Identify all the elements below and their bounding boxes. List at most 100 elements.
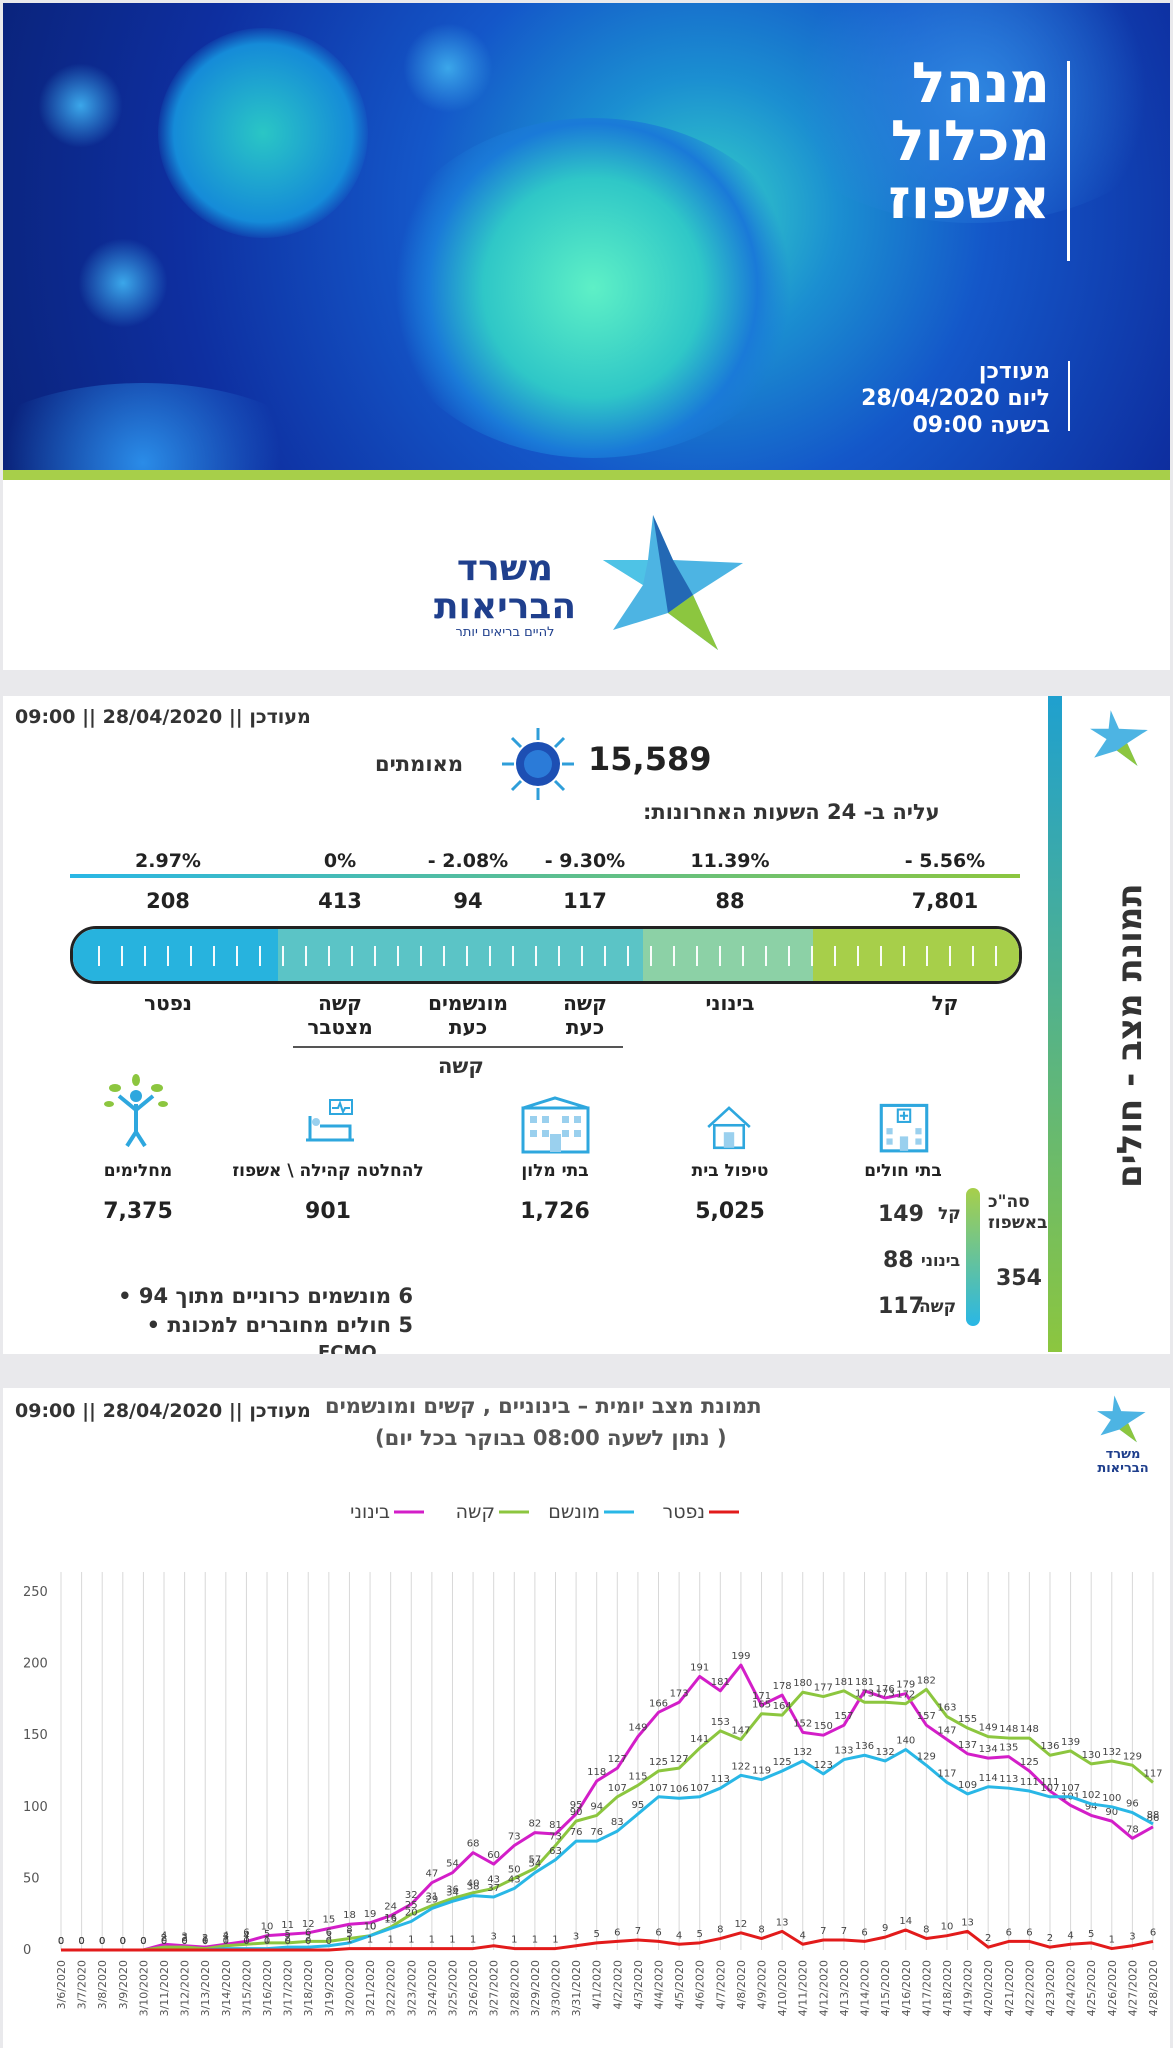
y-tick-label: 250 <box>23 1585 48 1600</box>
data-label: 6 <box>861 1927 867 1938</box>
series-line <box>61 1687 1154 1952</box>
data-label: 13 <box>961 1917 974 1928</box>
hospital-gauge <box>966 1188 980 1326</box>
data-label: 135 <box>999 1743 1018 1754</box>
hospital-total-label: סה"כ באשפוז <box>988 1192 1048 1233</box>
x-tick-label: 4/1/2020 <box>591 1960 604 2009</box>
data-label: 0 <box>58 1936 64 1947</box>
data-label: 0 <box>58 1936 64 1947</box>
data-label: 129 <box>917 1751 936 1762</box>
data-label: 164 <box>773 1701 792 1712</box>
x-tick-label: 3/30/2020 <box>549 1960 562 2016</box>
ministry-name: משרד הבריאות <box>430 550 580 626</box>
data-label: 0 <box>161 1936 167 1947</box>
pct-severe-cumulative: 0% <box>323 850 357 872</box>
data-label: 1 <box>532 1935 538 1946</box>
place-value-home-care: 5,025 <box>695 1199 765 1224</box>
data-label: 19 <box>364 1909 377 1920</box>
x-tick-label: 4/8/2020 <box>735 1960 748 2009</box>
data-label: 24 <box>384 1902 397 1913</box>
data-label: 149 <box>979 1723 998 1734</box>
data-label: 73 <box>508 1831 521 1842</box>
hospital-severe-label: קשה <box>919 1297 957 1317</box>
data-label: 90 <box>570 1807 583 1818</box>
data-label: 2 <box>202 1933 208 1944</box>
data-label: 0 <box>78 1936 84 1947</box>
x-tick-label: 4/15/2020 <box>879 1960 892 2016</box>
x-tick-label: 3/6/2020 <box>55 1960 68 2009</box>
chart-title: תמונת מצב יומית – בינוניים , קשים ומונשמ… <box>325 1394 762 1418</box>
divider <box>1048 696 1062 1352</box>
data-label: 0 <box>284 1936 290 1947</box>
data-label: 117 <box>1143 1768 1162 1779</box>
x-tick-label: 3/21/2020 <box>364 1960 377 2016</box>
hero-title-line: מנהל <box>911 51 1050 116</box>
place-label-home-care: טיפול בית <box>691 1161 769 1181</box>
ministry-star-logo-icon <box>1090 710 1148 766</box>
data-label: 107 <box>1040 1783 1059 1794</box>
data-label: 10 <box>941 1922 954 1933</box>
data-label: 7 <box>841 1926 847 1937</box>
data-label: 114 <box>979 1773 998 1784</box>
data-label: 6 <box>1026 1927 1032 1938</box>
data-label: 60 <box>487 1850 500 1861</box>
hero-title-line: מכלול <box>890 109 1050 174</box>
data-label: 31 <box>426 1892 439 1903</box>
data-label: 1 <box>367 1935 373 1946</box>
x-tick-label: 3/31/2020 <box>570 1960 583 2016</box>
data-label: 1 <box>346 1935 352 1946</box>
data-label: 6 <box>1006 1927 1012 1938</box>
data-label: 4 <box>161 1930 167 1941</box>
data-label: 1 <box>223 1935 229 1946</box>
data-label: 0 <box>161 1936 167 1947</box>
data-label: 165 <box>752 1700 771 1711</box>
x-tick-label: 4/10/2020 <box>776 1960 789 2016</box>
ministry-name-line: משרד <box>456 548 554 589</box>
hospital-mild-label: קל <box>938 1204 961 1224</box>
data-label: 3 <box>573 1932 579 1943</box>
data-label: 163 <box>937 1703 956 1714</box>
data-label: 8 <box>346 1925 352 1936</box>
data-label: 0 <box>243 1936 249 1947</box>
bullet-item: 6 מונשמים כרוניים מתוך 94 • <box>118 1284 413 1308</box>
updated-label: מעודכן <box>978 359 1050 384</box>
y-tick-label: 150 <box>23 1728 48 1743</box>
data-label: 123 <box>814 1760 833 1771</box>
data-label: 25 <box>405 1900 418 1911</box>
hero-banner: מנהל מכלול אשפוז מעודכן ליום 28/04/2020 … <box>3 3 1170 470</box>
x-tick-label: 4/21/2020 <box>1003 1960 1016 2016</box>
data-label: 83 <box>611 1817 624 1828</box>
data-label: 2 <box>305 1933 311 1944</box>
updated-time: בשעה 09:00 <box>912 413 1050 438</box>
data-label: 37 <box>487 1883 500 1894</box>
y-tick-label: 100 <box>23 1800 48 1815</box>
data-label: 9 <box>882 1923 888 1934</box>
data-label: 76 <box>570 1827 583 1838</box>
data-label: 0 <box>120 1936 126 1947</box>
data-label: 6 <box>326 1927 332 1938</box>
x-tick-label: 4/18/2020 <box>941 1960 954 2016</box>
ministry-logo-strip: משרד הבריאות להיים בריאים יותר <box>3 470 1170 670</box>
hospital-severe-value: 117 <box>878 1294 924 1319</box>
data-label: 107 <box>1061 1783 1080 1794</box>
data-label: 76 <box>590 1827 603 1838</box>
hero-title-line: אשפוז <box>888 167 1050 232</box>
data-label: 134 <box>979 1744 998 1755</box>
data-label: 113 <box>711 1774 730 1785</box>
x-tick-label: 4/6/2020 <box>694 1960 707 2009</box>
x-tick-label: 3/26/2020 <box>467 1960 480 2016</box>
data-label: 109 <box>958 1780 977 1791</box>
count-moderate: 88 <box>715 889 745 913</box>
patient-status-card: תמונת מצב - חולים מעודכן || 28/04/2020 |… <box>3 696 1170 1354</box>
data-label: 171 <box>752 1691 771 1702</box>
data-label: 0 <box>181 1936 187 1947</box>
x-tick-label: 4/14/2020 <box>859 1960 872 2016</box>
data-label: 81 <box>549 1820 562 1831</box>
x-tick-label: 4/5/2020 <box>673 1960 686 2009</box>
ministry-name-line: הבריאות <box>433 586 577 627</box>
count-deceased: 208 <box>146 889 190 913</box>
data-label: 1 <box>429 1935 435 1946</box>
data-label: 133 <box>834 1746 853 1757</box>
data-label: 0 <box>120 1936 126 1947</box>
